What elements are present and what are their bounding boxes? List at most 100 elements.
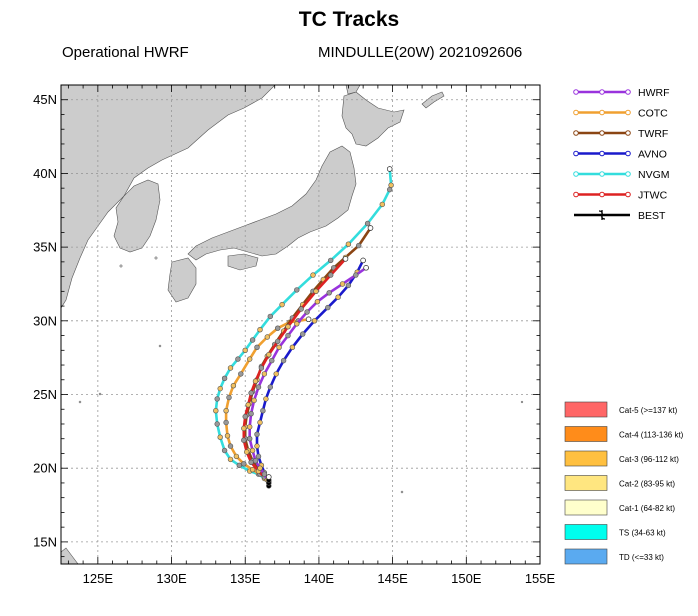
land-korea <box>113 179 161 253</box>
track-end-point <box>363 265 369 271</box>
track-point <box>298 306 304 312</box>
track-point <box>313 288 319 294</box>
lat-tick-label: 20N <box>33 461 57 476</box>
island <box>158 344 162 348</box>
legend-marker <box>599 191 605 198</box>
track-point <box>387 186 393 193</box>
legend-marker <box>599 89 605 95</box>
lon-tick-label: 140E <box>304 571 335 586</box>
track-point <box>249 337 256 343</box>
track-avno <box>254 257 366 482</box>
legend-marker <box>599 130 605 136</box>
track-point <box>251 397 257 404</box>
track-point <box>266 352 272 358</box>
track-end-point <box>386 166 393 172</box>
track-point <box>230 383 237 389</box>
track-point <box>379 201 385 208</box>
track-point <box>326 290 332 296</box>
track-point <box>249 467 256 473</box>
legend-label: NVGM <box>638 169 670 181</box>
intensity-swatch <box>564 499 608 516</box>
lon-tick-label: 145E <box>377 571 408 586</box>
intensity-label: Cat-3 (96-112 kt) <box>619 455 679 464</box>
track-point <box>314 299 321 305</box>
land-kyushu <box>167 257 197 303</box>
track-point <box>248 411 254 417</box>
track-point <box>255 453 262 460</box>
track-point <box>289 344 296 350</box>
island <box>400 490 404 494</box>
track-nvgm <box>213 166 394 482</box>
island <box>154 256 158 260</box>
land-china <box>61 85 276 309</box>
track-end-point <box>305 316 312 323</box>
legend-marker <box>573 130 579 136</box>
intensity-legend: Cat-5 (>=137 kt) Cat-4 (113-136 kt) Cat-3 … <box>564 401 684 565</box>
lat-tick-label: 40N <box>33 166 57 181</box>
track-point <box>241 437 247 443</box>
land-honshu <box>187 145 357 261</box>
model-legend: HWRF COTC TWRF AVNO NVGM JTWC BEST <box>573 87 670 222</box>
track-point <box>247 356 253 362</box>
legend-marker <box>573 171 579 177</box>
model-subtitle: Operational HWRF <box>62 44 189 61</box>
legend-item-hwrf: HWRF <box>573 87 670 99</box>
track-point <box>252 378 259 384</box>
track-point <box>261 371 268 377</box>
intensity-item: Cat-2 (83-95 kt) <box>564 475 675 491</box>
track-point <box>244 449 250 455</box>
legend-marker <box>625 171 631 177</box>
lat-tick-label: 30N <box>33 313 57 328</box>
legend-item-jtwc: JTWC <box>573 190 668 202</box>
track-point <box>310 272 316 278</box>
track-point <box>280 357 287 364</box>
legend-label: JTWC <box>638 190 668 202</box>
latitude-labels: 15N 20N 25N 30N 35N 40N 45N <box>33 92 57 549</box>
track-point <box>285 332 291 339</box>
intensity-swatch <box>564 475 608 491</box>
legend-label: TWRF <box>638 128 668 140</box>
track-point <box>267 384 273 390</box>
track-point <box>257 419 263 426</box>
track-point <box>223 408 229 414</box>
intensity-label: Cat-5 (>=137 kt) <box>619 406 678 415</box>
track-point <box>275 325 281 331</box>
legend-item-twrf: TWRF <box>573 128 668 140</box>
track-point <box>227 456 234 463</box>
legend-item-nvgm: NVGM <box>573 169 670 181</box>
lon-tick-label: 135E <box>230 571 261 586</box>
track-point <box>214 396 220 402</box>
track-point <box>235 356 241 362</box>
track-point <box>252 458 259 464</box>
intensity-label: Cat-2 (83-95 kt) <box>619 480 675 489</box>
track-point <box>264 334 270 340</box>
track-point <box>242 347 248 353</box>
track-end-point <box>367 225 374 231</box>
legend-marker <box>625 89 631 95</box>
track-point <box>248 390 254 396</box>
track-point <box>339 281 346 287</box>
track-point <box>260 408 266 414</box>
track-point <box>238 371 244 377</box>
lon-tick-label: 130E <box>156 571 187 586</box>
track-point <box>269 357 275 364</box>
track-point <box>226 394 232 401</box>
track-point <box>345 282 352 289</box>
track-point <box>221 447 228 454</box>
track-point <box>257 465 263 471</box>
track-point <box>345 241 352 247</box>
track-point <box>285 324 291 330</box>
legend-label: BEST <box>638 210 666 222</box>
plot-frame <box>60 84 541 565</box>
legend-marker <box>625 191 631 198</box>
lat-tick-label: 35N <box>33 240 57 255</box>
hurricane-symbol-icon <box>598 210 606 220</box>
track-point <box>275 338 281 345</box>
intensity-label: TD (<=33 kt) <box>619 553 664 562</box>
legend-marker <box>599 171 605 177</box>
legend-marker <box>573 109 579 116</box>
track-best <box>266 474 272 489</box>
legend-marker <box>573 150 579 157</box>
legend-item-cotc: COTC <box>573 108 668 120</box>
